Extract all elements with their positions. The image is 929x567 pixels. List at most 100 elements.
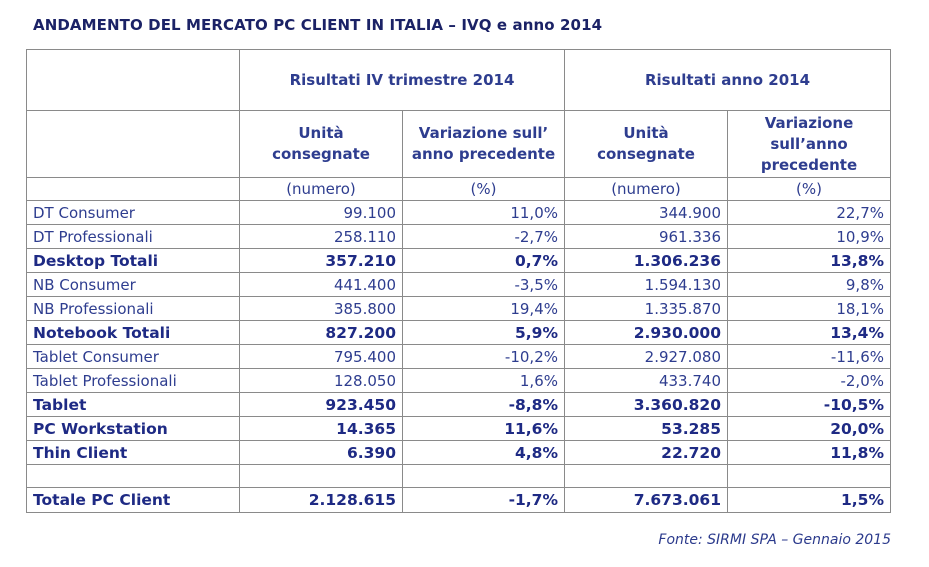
- q4-change-cell: -2,7%: [402, 224, 565, 249]
- page-title: ANDAMENTO DEL MERCATO PC CLIENT IN ITALI…: [33, 16, 603, 34]
- year-change-cell: 13,8%: [727, 248, 891, 273]
- header-blank-cell: [26, 110, 240, 178]
- row-label: DT Consumer: [26, 200, 240, 225]
- year-units-cell: 961.336: [564, 224, 728, 249]
- year-units-cell: 53.285: [564, 416, 728, 441]
- q4-units-cell: 385.800: [239, 296, 403, 321]
- table-row: DT Consumer 99.100 11,0% 344.900 22,7%: [26, 200, 891, 225]
- q4-units-cell: 923.450: [239, 392, 403, 417]
- row-label: Tablet Consumer: [26, 344, 240, 369]
- year-change-cell: 20,0%: [727, 416, 891, 441]
- year-units-cell: 22.720: [564, 440, 728, 465]
- q4-change-cell: 1,6%: [402, 368, 565, 393]
- year-change-cell: -10,5%: [727, 392, 891, 417]
- table-row: Tablet Consumer 795.400 -10,2% 2.927.080…: [26, 344, 891, 369]
- row-label: Tablet Professionali: [26, 368, 240, 393]
- total-q4-units: 2.128.615: [239, 487, 403, 513]
- q4-units-cell: 441.400: [239, 272, 403, 297]
- table-row-subtotal: PC Workstation 14.365 11,6% 53.285 20,0%: [26, 416, 891, 441]
- header-row-units: (numero) (%) (numero) (%): [26, 177, 891, 201]
- header-units-year: Unità consegnate: [564, 110, 728, 178]
- header-unit-numero-q4: (numero): [239, 177, 403, 201]
- year-change-cell: 18,1%: [727, 296, 891, 321]
- table-row-subtotal: Desktop Totali 357.210 0,7% 1.306.236 13…: [26, 248, 891, 273]
- header-row-metrics: Unità consegnate Variazione sull’ anno p…: [26, 110, 891, 178]
- table-row: DT Professionali 258.110 -2,7% 961.336 1…: [26, 224, 891, 249]
- source-note: Fonte: SIRMI SPA – Gennaio 2015: [658, 532, 891, 548]
- q4-change-cell: 0,7%: [402, 248, 565, 273]
- header-change-q4: Variazione sull’ anno precedente: [402, 110, 565, 178]
- spacer-cell: [727, 464, 891, 488]
- q4-change-cell: 19,4%: [402, 296, 565, 321]
- total-label: Totale PC Client: [26, 487, 240, 513]
- table-row: Tablet Professionali 128.050 1,6% 433.74…: [26, 368, 891, 393]
- q4-units-cell: 99.100: [239, 200, 403, 225]
- table-row-subtotal: Notebook Totali 827.200 5,9% 2.930.000 1…: [26, 320, 891, 345]
- q4-change-cell: -3,5%: [402, 272, 565, 297]
- year-change-cell: -11,6%: [727, 344, 891, 369]
- row-label: Thin Client: [26, 440, 240, 465]
- header-change-year-text: Variazione sull’anno precedente: [760, 113, 858, 174]
- row-label: PC Workstation: [26, 416, 240, 441]
- q4-units-cell: 827.200: [239, 320, 403, 345]
- total-year-change: 1,5%: [727, 487, 891, 513]
- table-row-total: Totale PC Client 2.128.615 -1,7% 7.673.0…: [26, 487, 891, 513]
- total-year-units: 7.673.061: [564, 487, 728, 513]
- year-units-cell: 433.740: [564, 368, 728, 393]
- year-units-cell: 1.306.236: [564, 248, 728, 273]
- year-units-cell: 2.930.000: [564, 320, 728, 345]
- total-q4-change: -1,7%: [402, 487, 565, 513]
- q4-change-cell: -10,2%: [402, 344, 565, 369]
- year-units-cell: 3.360.820: [564, 392, 728, 417]
- table-row-subtotal: Thin Client 6.390 4,8% 22.720 11,8%: [26, 440, 891, 465]
- year-change-cell: 11,8%: [727, 440, 891, 465]
- year-units-cell: 2.927.080: [564, 344, 728, 369]
- q4-change-cell: 11,6%: [402, 416, 565, 441]
- year-change-cell: 10,9%: [727, 224, 891, 249]
- spacer-cell: [26, 464, 240, 488]
- year-units-cell: 1.335.870: [564, 296, 728, 321]
- header-units-q4: Unità consegnate: [239, 110, 403, 178]
- header-unit-numero-year: (numero): [564, 177, 728, 201]
- year-change-cell: 9,8%: [727, 272, 891, 297]
- row-label: NB Professionali: [26, 296, 240, 321]
- header-units-q4-text: Unità consegnate: [272, 124, 370, 163]
- spacer-cell: [402, 464, 565, 488]
- row-label: NB Consumer: [26, 272, 240, 297]
- header-unit-pct-year: (%): [727, 177, 891, 201]
- q4-units-cell: 128.050: [239, 368, 403, 393]
- q4-change-cell: 4,8%: [402, 440, 565, 465]
- header-units-year-text: Unità consegnate: [597, 124, 695, 163]
- q4-units-cell: 6.390: [239, 440, 403, 465]
- q4-units-cell: 258.110: [239, 224, 403, 249]
- market-table: Risultati IV trimestre 2014 Risultati an…: [26, 49, 891, 513]
- q4-change-cell: 11,0%: [402, 200, 565, 225]
- header-change-q4-text: Variazione sull’ anno precedente: [411, 124, 556, 163]
- header-group-year: Risultati anno 2014: [564, 49, 891, 111]
- row-label: Notebook Totali: [26, 320, 240, 345]
- q4-units-cell: 357.210: [239, 248, 403, 273]
- spacer-cell: [564, 464, 728, 488]
- header-corner-cell: [26, 49, 240, 111]
- year-change-cell: -2,0%: [727, 368, 891, 393]
- row-label: Desktop Totali: [26, 248, 240, 273]
- table-row: NB Professionali 385.800 19,4% 1.335.870…: [26, 296, 891, 321]
- header-change-year: Variazione sull’anno precedente: [727, 110, 891, 178]
- spacer-cell: [239, 464, 403, 488]
- header-group-q4: Risultati IV trimestre 2014: [239, 49, 565, 111]
- year-units-cell: 1.594.130: [564, 272, 728, 297]
- header-row-groups: Risultati IV trimestre 2014 Risultati an…: [26, 49, 891, 111]
- row-label: Tablet: [26, 392, 240, 417]
- table-row-subtotal: Tablet 923.450 -8,8% 3.360.820 -10,5%: [26, 392, 891, 417]
- q4-change-cell: 5,9%: [402, 320, 565, 345]
- year-change-cell: 22,7%: [727, 200, 891, 225]
- header-unit-pct-q4: (%): [402, 177, 565, 201]
- table-spacer-row: [26, 464, 891, 488]
- q4-units-cell: 795.400: [239, 344, 403, 369]
- q4-change-cell: -8,8%: [402, 392, 565, 417]
- header-units-blank: [26, 177, 240, 201]
- table-row: NB Consumer 441.400 -3,5% 1.594.130 9,8%: [26, 272, 891, 297]
- year-units-cell: 344.900: [564, 200, 728, 225]
- year-change-cell: 13,4%: [727, 320, 891, 345]
- q4-units-cell: 14.365: [239, 416, 403, 441]
